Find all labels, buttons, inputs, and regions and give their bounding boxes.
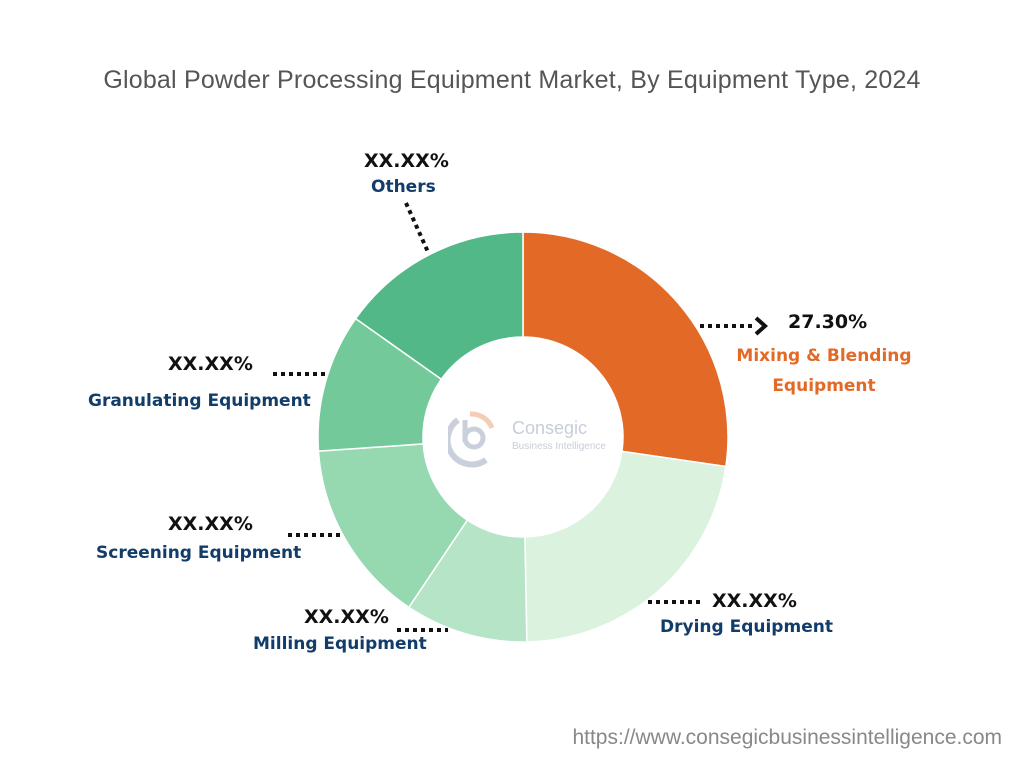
pct-others: XX.XX%: [364, 150, 449, 172]
leader-others: [404, 202, 430, 253]
chart-title: Global Powder Processing Equipment Marke…: [103, 66, 921, 94]
pct-granulating: XX.XX%: [168, 353, 253, 375]
logo-name: Consegic: [512, 418, 588, 438]
pct-mixing: 27.30%: [788, 311, 868, 333]
slice-drying-equipment: [524, 450, 727, 643]
pct-screening: XX.XX%: [168, 513, 253, 535]
consegic-logo-icon: [448, 411, 495, 468]
arrow-head-icon: [754, 316, 769, 336]
pct-drying: XX.XX%: [712, 590, 797, 612]
slice-screening-equipment: [317, 443, 469, 609]
label-drying: Drying Equipment: [660, 617, 833, 637]
logo-tagline: Business Intelligence: [512, 441, 606, 452]
leader-lines: [273, 202, 755, 632]
label-others: Others: [371, 177, 436, 197]
source-url[interactable]: https://www.consegicbusinessintelligence…: [572, 726, 1002, 749]
label-granulating: Granulating Equipment: [88, 391, 311, 411]
slice-others: [354, 231, 524, 381]
label-milling: Milling Equipment: [253, 634, 427, 654]
slice-mixing-blending-equipment: [522, 231, 729, 468]
pct-milling: XX.XX%: [304, 606, 389, 628]
label-mixing: Mixing & Blending Equipment: [736, 346, 912, 396]
label-screening: Screening Equipment: [96, 543, 302, 563]
